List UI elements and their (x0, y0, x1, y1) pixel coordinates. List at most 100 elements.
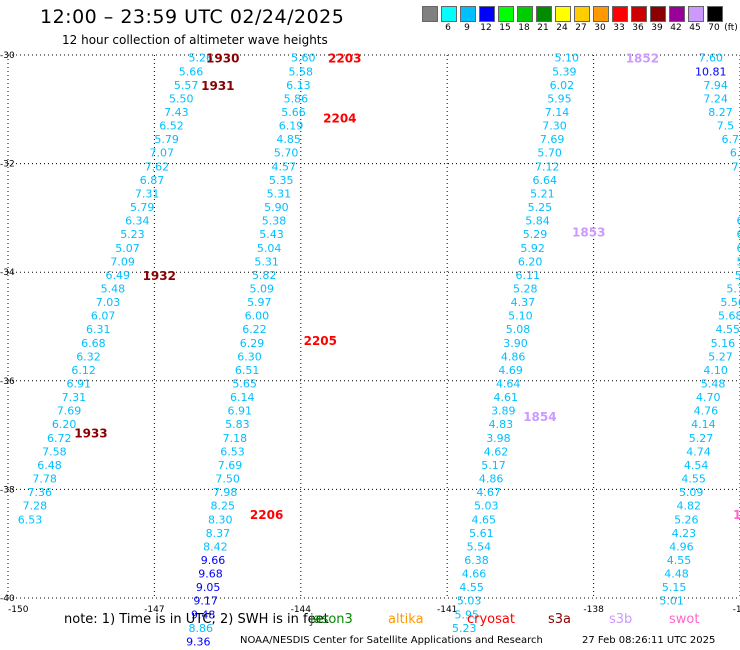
wave-height-label: 5.60 (291, 52, 316, 65)
wave-height-label: 4.70 (696, 391, 721, 404)
x-tick-label: -150 (8, 605, 29, 615)
wave-height-label: 5.07 (115, 242, 140, 255)
pass-time-label: 1853 (572, 225, 605, 239)
legend-label: 24 (556, 23, 568, 33)
wave-height-label: 6.12 (71, 364, 96, 377)
wave-height-label: 5.39 (552, 65, 577, 78)
wave-height-label: 7.03 (96, 296, 121, 309)
legend-label: 42 (670, 23, 682, 33)
wave-height-label: 6.13 (286, 79, 311, 92)
wave-height-label: 8.25 (210, 500, 235, 513)
legend-swatch (441, 6, 457, 22)
wave-height-label: 7.31 (62, 391, 87, 404)
wave-height-label: 9.66 (201, 554, 226, 567)
legend-label: 45 (689, 23, 701, 33)
wave-height-label: 4.57 (271, 160, 296, 173)
wave-height-label: 5.38 (262, 215, 287, 228)
wave-height-label: 5.08 (506, 323, 531, 336)
x-tick-label: -13 (733, 605, 740, 615)
satellite-name: swot (669, 612, 700, 627)
wave-height-label: 5.15 (662, 581, 687, 594)
wave-height-label: 9.17 (193, 595, 218, 608)
wave-height-label: 6.91 (228, 405, 253, 418)
wave-height-label: 5.84 (525, 215, 550, 228)
wave-height-label: 5.10 (508, 310, 533, 323)
legend-unit: (ft) (724, 23, 738, 33)
wave-height-label: 4.83 (489, 418, 514, 431)
wave-height-label: 5.48 (701, 378, 726, 391)
legend-label: 36 (632, 23, 644, 33)
y-tick-label: -36 (0, 377, 15, 387)
legend-swatch (498, 6, 514, 22)
wave-height-label: 5.26 (674, 513, 699, 526)
wave-height-label: 6.91 (67, 378, 92, 391)
wave-height-label: 5.04 (257, 242, 282, 255)
wave-height-label: 4.55 (667, 554, 692, 567)
wave-height-label: 6.34 (125, 215, 150, 228)
wave-height-label: 5.65 (232, 378, 257, 391)
wave-height-label: 5.27 (708, 350, 733, 363)
wave-height-label: 6.31 (86, 323, 111, 336)
wave-height-label: 5.16 (711, 337, 736, 350)
legend-swatch (536, 6, 552, 22)
legend-swatch (669, 6, 685, 22)
wave-height-label: 5.01 (659, 595, 684, 608)
wave-height-label: 3.90 (503, 337, 528, 350)
wave-height-label: 7.50 (215, 473, 240, 486)
wave-height-label: 7.58 (42, 445, 67, 458)
wave-height-label: 5.28 (513, 282, 538, 295)
wave-height-label: 6.72 (47, 432, 72, 445)
wave-height-label: 4.86 (501, 350, 526, 363)
wave-height-label: 9.48 (191, 608, 216, 621)
pass-time-label: 1932 (143, 269, 176, 283)
wave-height-label: 3.98 (486, 432, 511, 445)
wave-height-label: 7.69 (540, 133, 565, 146)
wave-height-label: 6.20 (518, 255, 543, 268)
satellite-name: s3b (609, 612, 633, 627)
wave-height-label: 7.18 (223, 432, 248, 445)
wave-height-label: 5.66 (179, 65, 204, 78)
y-tick-label: -34 (0, 268, 15, 278)
wave-height-label: 5.90 (264, 201, 289, 214)
pass-time-label: 1852 (626, 52, 659, 66)
wave-height-label: 4.69 (498, 364, 523, 377)
wave-height-label: 5.31 (267, 187, 292, 200)
wave-height-label: 5.54 (467, 540, 492, 553)
wave-height-label: 6.68 (81, 337, 106, 350)
wave-height-label: 4.14 (691, 418, 716, 431)
wave-height-label: 6.07 (91, 310, 116, 323)
satellite-name: jason3 (310, 612, 353, 627)
wave-height-label: 4.10 (703, 364, 728, 377)
wave-height-label: 6.38 (464, 554, 489, 567)
pass-time-label: 1931 (201, 79, 234, 93)
wave-height-label: 6.64 (533, 174, 558, 187)
wave-height-label: 4.67 (476, 486, 501, 499)
legend-swatch (422, 6, 438, 22)
wave-height-label: 8.42 (203, 540, 228, 553)
wave-height-label: 7.5 (717, 120, 735, 133)
wave-height-label: 8.30 (208, 513, 233, 526)
wave-height-label: 7.60 (698, 52, 723, 65)
legend-swatch (555, 6, 571, 22)
wave-height-label: 5.23 (452, 622, 477, 635)
wave-height-label: 6.11 (515, 269, 540, 282)
satellite-name: altika (388, 612, 424, 627)
wave-height-label: 5.21 (530, 187, 555, 200)
wave-height-label: 5.86 (284, 92, 309, 105)
wave-height-label: 5.43 (259, 228, 284, 241)
wave-height-label: 8.37 (206, 527, 231, 540)
wave-height-label: 7.43 (164, 106, 189, 119)
wave-height-label: 6.30 (237, 350, 262, 363)
legend-label: 6 (445, 23, 451, 33)
wave-height-label: 6.53 (220, 445, 245, 458)
pass-time-label: 2204 (323, 111, 356, 125)
wave-height-label: 6.02 (550, 79, 575, 92)
wave-height-label: 4.65 (472, 513, 497, 526)
wave-height-label: 7.09 (110, 255, 135, 268)
wave-height-label: 7.12 (535, 160, 560, 173)
pass-time-label: 2203 (328, 52, 361, 66)
wave-height-label: 5.7 (726, 282, 740, 295)
wave-height-label: 5.26 (189, 52, 214, 65)
wave-height-label: 6.53 (18, 513, 43, 526)
